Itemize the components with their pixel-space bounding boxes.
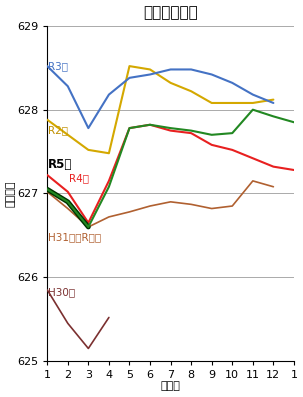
Text: R5年: R5年 — [48, 158, 73, 171]
Text: H30年: H30年 — [48, 287, 75, 297]
Title: 月別人口推移: 月別人口推移 — [143, 6, 198, 21]
Text: H31年・R元年: H31年・R元年 — [48, 232, 102, 242]
Y-axis label: （万人）: （万人） — [5, 180, 15, 207]
Text: R4年: R4年 — [69, 173, 89, 183]
X-axis label: （月）: （月） — [161, 382, 181, 391]
Text: R3年: R3年 — [48, 61, 68, 71]
Text: R2年: R2年 — [48, 125, 68, 136]
